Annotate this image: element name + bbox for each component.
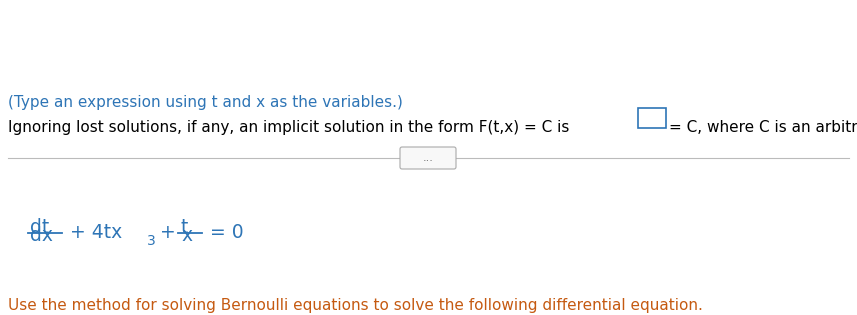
Text: Use the method for solving Bernoulli equations to solve the following differenti: Use the method for solving Bernoulli equ…: [8, 298, 703, 313]
FancyBboxPatch shape: [638, 108, 666, 128]
Text: dx: dx: [30, 226, 53, 245]
Text: Ignoring lost solutions, if any, an implicit solution in the form F(t,x) = C is: Ignoring lost solutions, if any, an impl…: [8, 120, 569, 135]
FancyBboxPatch shape: [400, 147, 456, 169]
Text: (Type an expression using t and x as the variables.): (Type an expression using t and x as the…: [8, 95, 403, 110]
Text: ...: ...: [423, 153, 434, 163]
Text: = 0: = 0: [210, 222, 243, 242]
Text: = C, where C is an arbitrary constant.: = C, where C is an arbitrary constant.: [669, 120, 857, 135]
Text: x: x: [181, 226, 192, 245]
Text: t: t: [181, 218, 189, 237]
Text: +: +: [160, 222, 176, 242]
Text: dt: dt: [30, 218, 49, 237]
Text: 3: 3: [147, 234, 156, 248]
Text: + 4tx: + 4tx: [70, 222, 123, 242]
